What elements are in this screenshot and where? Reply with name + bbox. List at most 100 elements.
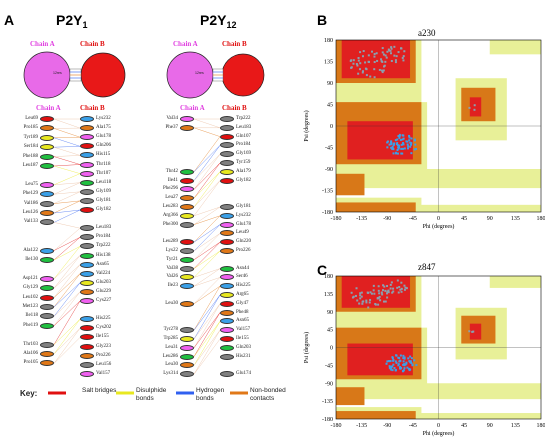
contact-line: [53, 165, 81, 174]
rama-ytick-label: 0: [330, 124, 333, 130]
p2y12-chain-b-label: Chain B: [222, 104, 247, 112]
p2y1-a-residue-marker: [40, 116, 54, 122]
p2y12-b-residue-label: Gln107: [236, 133, 251, 139]
rama-point: [372, 289, 375, 292]
p2y1-b-residue-label: Pro226: [96, 352, 111, 358]
rama-xtick-label: -90: [383, 216, 391, 222]
p2y12-b-residue-marker: [220, 212, 234, 219]
p2y12-b-residue-label: Gly169: [236, 151, 251, 157]
rama-point: [472, 330, 475, 333]
rama-point: [409, 355, 412, 358]
p2y1-a-residue-label: Asp121: [22, 275, 38, 281]
rama-point: [388, 365, 391, 368]
p2y1-a-residue-marker: [40, 125, 54, 132]
contact-line: [53, 255, 81, 289]
rama-point: [374, 303, 377, 306]
rama-point: [389, 52, 392, 55]
rama-point: [401, 142, 404, 145]
rama-point: [360, 291, 363, 294]
p2y1-a-residue-label: Phe188: [23, 153, 38, 159]
p2y1-a-residue-marker: [40, 181, 54, 188]
contact-line: [193, 285, 221, 305]
p2y12-a-residue-label: Lys314: [163, 371, 178, 377]
p2y12-b-residue-label: Val157: [236, 327, 251, 333]
rama-xtick-label: -180: [331, 423, 342, 429]
rama-point: [387, 48, 390, 51]
p2y12-b-residue-marker: [220, 230, 234, 237]
contact-line: [193, 268, 221, 287]
p2y12-a-residue-marker: [180, 204, 194, 210]
rama-point: [371, 50, 374, 53]
p2y12-b-residue-label: Ile155: [236, 336, 249, 341]
p2y1-b-residue-marker: [80, 234, 94, 241]
p2y12-a-residue-marker: [180, 221, 194, 228]
p2y12-b-residue-marker: [220, 124, 234, 131]
rama-point: [394, 139, 397, 142]
rama-point: [408, 369, 411, 372]
rama-xlabel: Phi (degrees): [423, 430, 455, 437]
rama-point: [397, 146, 400, 149]
contact-line: [193, 286, 221, 331]
rama-point: [390, 46, 393, 49]
rama-point: [400, 152, 403, 155]
rama-point: [396, 279, 399, 282]
p2y1-b-residue-marker: [80, 279, 94, 286]
p2y12-b-residue-marker: [220, 353, 234, 360]
p2y12-b-residue-marker: [220, 344, 234, 351]
rama-allowed-region: [336, 387, 365, 406]
rama-point: [404, 363, 407, 366]
rama-point: [373, 61, 376, 64]
rama-point: [403, 357, 406, 360]
rama-point: [354, 294, 357, 297]
p2y1-a-residue-marker: [40, 313, 54, 320]
p2y1-b-residue-marker: [80, 243, 94, 250]
rama-xtick-label: 180: [537, 216, 546, 222]
rama-point: [404, 286, 407, 289]
rama-point: [406, 366, 409, 369]
rama-xlabel: Phi (degrees): [423, 223, 455, 230]
rama-point: [471, 330, 474, 333]
rama-point: [389, 360, 392, 363]
p2y12-a-residue-marker: [180, 248, 194, 254]
contact-line: [193, 294, 221, 331]
p2y1-b-residue-label: Pro184: [96, 234, 111, 240]
rama-point: [364, 61, 367, 64]
contact-line: [193, 206, 221, 217]
p2y1-a-residue-label: Pro185: [23, 125, 38, 131]
p2y1-b-residue-label: Val224: [96, 270, 111, 276]
rama-point: [386, 290, 389, 293]
contact-line: [193, 233, 221, 260]
p2y1-a-residue-label: Ser184: [23, 144, 38, 150]
rama-point: [402, 357, 405, 360]
contact-line: [53, 200, 81, 204]
contact-line: [53, 137, 81, 147]
contact-line: [193, 136, 221, 172]
rama-point: [382, 53, 385, 56]
rama-point: [394, 360, 397, 363]
p2y12-b-residue-label: Gln220: [236, 239, 251, 245]
rama-point: [399, 354, 402, 357]
rama-point: [402, 354, 405, 357]
rama-point: [403, 356, 406, 359]
p2y12-a-residue-marker: [180, 283, 194, 290]
key-salt-label: Salt bridges: [82, 387, 117, 394]
p2y12-b-residue-label: Lys232: [236, 212, 251, 218]
p2y1-b-residue-label: Glu229: [96, 288, 111, 294]
p2y1-a-residue-label: Phe129: [23, 191, 38, 197]
p2y1-a-residue-marker: [40, 351, 54, 357]
rama-point: [349, 59, 352, 62]
p2y12-b-residue-label: Glu178: [236, 221, 251, 227]
p2y1-a-residue-marker: [40, 322, 54, 329]
rama-point: [396, 149, 399, 152]
contact-line: [53, 255, 81, 279]
p2y1-b-residue-marker: [80, 252, 94, 259]
rama-point: [396, 138, 399, 141]
rama-ytick-label: -90: [325, 167, 333, 173]
p2y1-b-residue-marker: [80, 325, 94, 332]
p2y12-a-residue-marker: [180, 116, 194, 122]
rama-point: [396, 144, 399, 147]
p2y1-a-residue-marker: [40, 144, 54, 151]
rama-point: [400, 366, 403, 369]
rama-point: [352, 295, 355, 298]
contact-line: [193, 294, 221, 340]
